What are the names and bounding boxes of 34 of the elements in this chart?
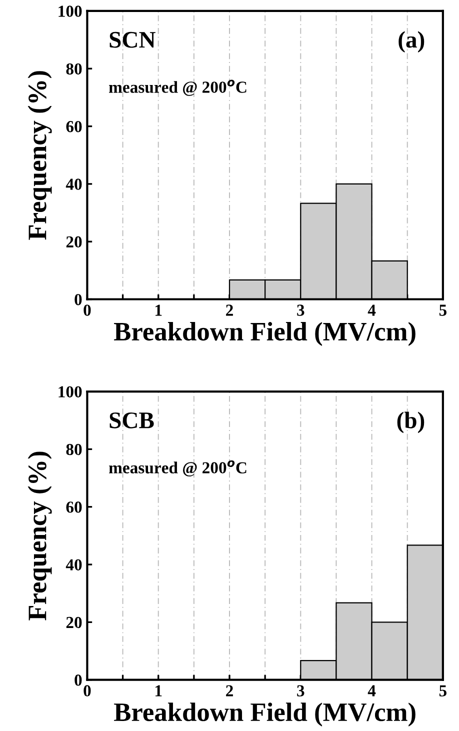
annotation: measured @ 200$^{o}$C [109,80,246,96]
annotation: (b) [397,412,424,434]
x-tick-label: 5 [439,304,446,316]
x-tick-label: 4 [368,304,376,316]
y-axis-title: Frequency (%) [28,452,52,620]
x-tick-label: 2 [226,685,233,696]
y-tick-label: 20 [66,236,82,248]
x-tick-label: 2 [226,304,233,316]
y-tick-label: 0 [74,674,82,686]
text: SCN [110,32,156,48]
x-tick-label: 3 [297,304,304,316]
x-tick-label: 0 [84,685,91,696]
x-axis-title: Breakdown Field (MV/cm) [114,322,416,346]
x-tick-label: 0 [84,304,91,316]
x-tick-label: 4 [368,685,376,696]
y-tick-label: 80 [66,63,82,75]
y-tick-label: 60 [66,120,82,132]
annotation: (a) [398,31,424,53]
x-tick-label: 3 [297,685,304,696]
y-tick-label: 40 [66,178,82,190]
x-tick-label: 1 [156,304,162,316]
y-axis-title: Frequency (%) [28,71,52,240]
y-tick-label: 20 [66,616,82,628]
x-axis-title: Breakdown Field (MV/cm) [114,702,416,727]
y-tick-label: 80 [66,444,82,456]
y-tick-label: 100 [58,386,82,398]
y-tick-label: 100 [58,6,82,17]
x-tick-label: 5 [439,685,446,696]
annotation: measured @ 200$^{o}$C [109,460,246,476]
y-tick-label: 0 [74,294,82,306]
y-tick-label: 40 [66,559,82,570]
x-tick-label: 1 [156,685,162,696]
y-tick-label: 60 [66,502,82,513]
text: SCB [110,412,154,428]
